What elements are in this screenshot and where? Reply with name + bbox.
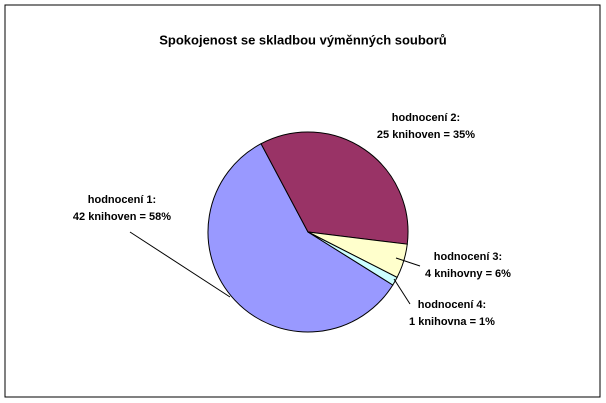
leader-line	[395, 257, 421, 267]
slice-label: hodnocení 1:	[88, 194, 156, 206]
pie-slice	[260, 131, 409, 245]
slice-value-label: 4 knihovny = 6%	[425, 268, 511, 280]
slice-label: hodnocení 4:	[418, 299, 486, 311]
slice-label: hodnocení 2:	[392, 112, 460, 124]
slice-value-label: 1 knihovna = 1%	[409, 316, 495, 328]
slice-value-label: 42 knihoven = 58%	[73, 211, 171, 223]
slice-label: hodnocení 3:	[434, 251, 502, 263]
leader-line	[129, 231, 231, 298]
leader-line	[393, 278, 411, 305]
chart-title: Spokojenost se skladbou výměnných soubor…	[159, 32, 447, 47]
pie-slice	[207, 143, 394, 333]
slice-value-label: 25 knihoven = 35%	[377, 129, 475, 141]
